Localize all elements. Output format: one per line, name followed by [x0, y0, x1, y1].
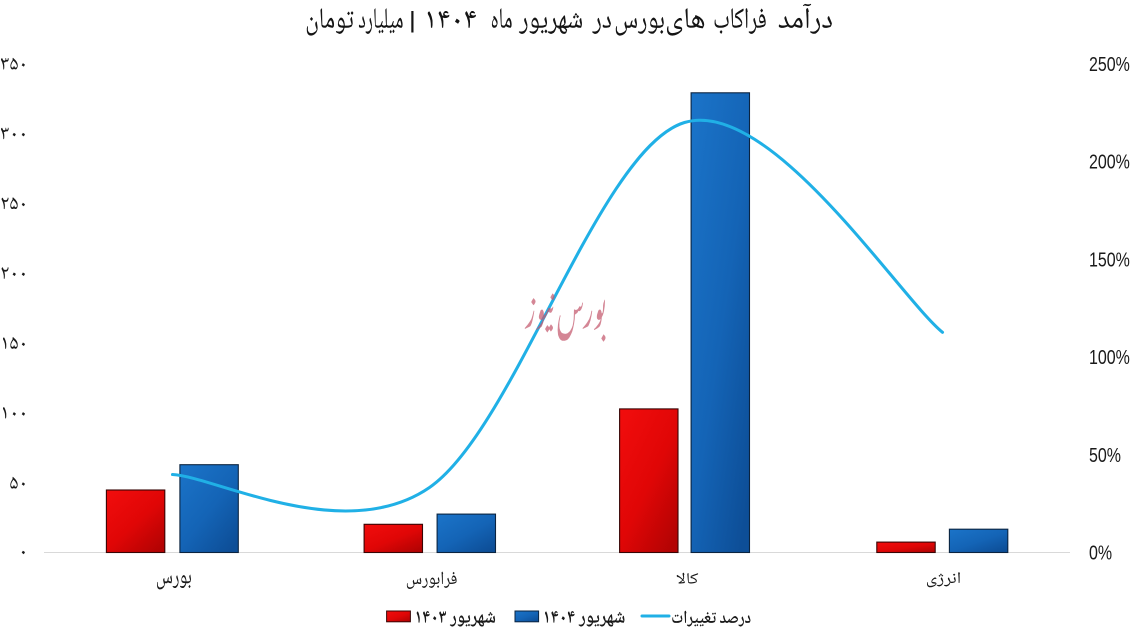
svg-text:0%: 0%: [1089, 541, 1112, 564]
svg-text:50%: 50%: [1089, 443, 1121, 466]
svg-text:100%: 100%: [1089, 345, 1130, 368]
svg-text:250%: 250%: [1089, 52, 1130, 75]
svg-text:200%: 200%: [1089, 150, 1130, 173]
svg-text:150%: 150%: [1089, 247, 1130, 270]
